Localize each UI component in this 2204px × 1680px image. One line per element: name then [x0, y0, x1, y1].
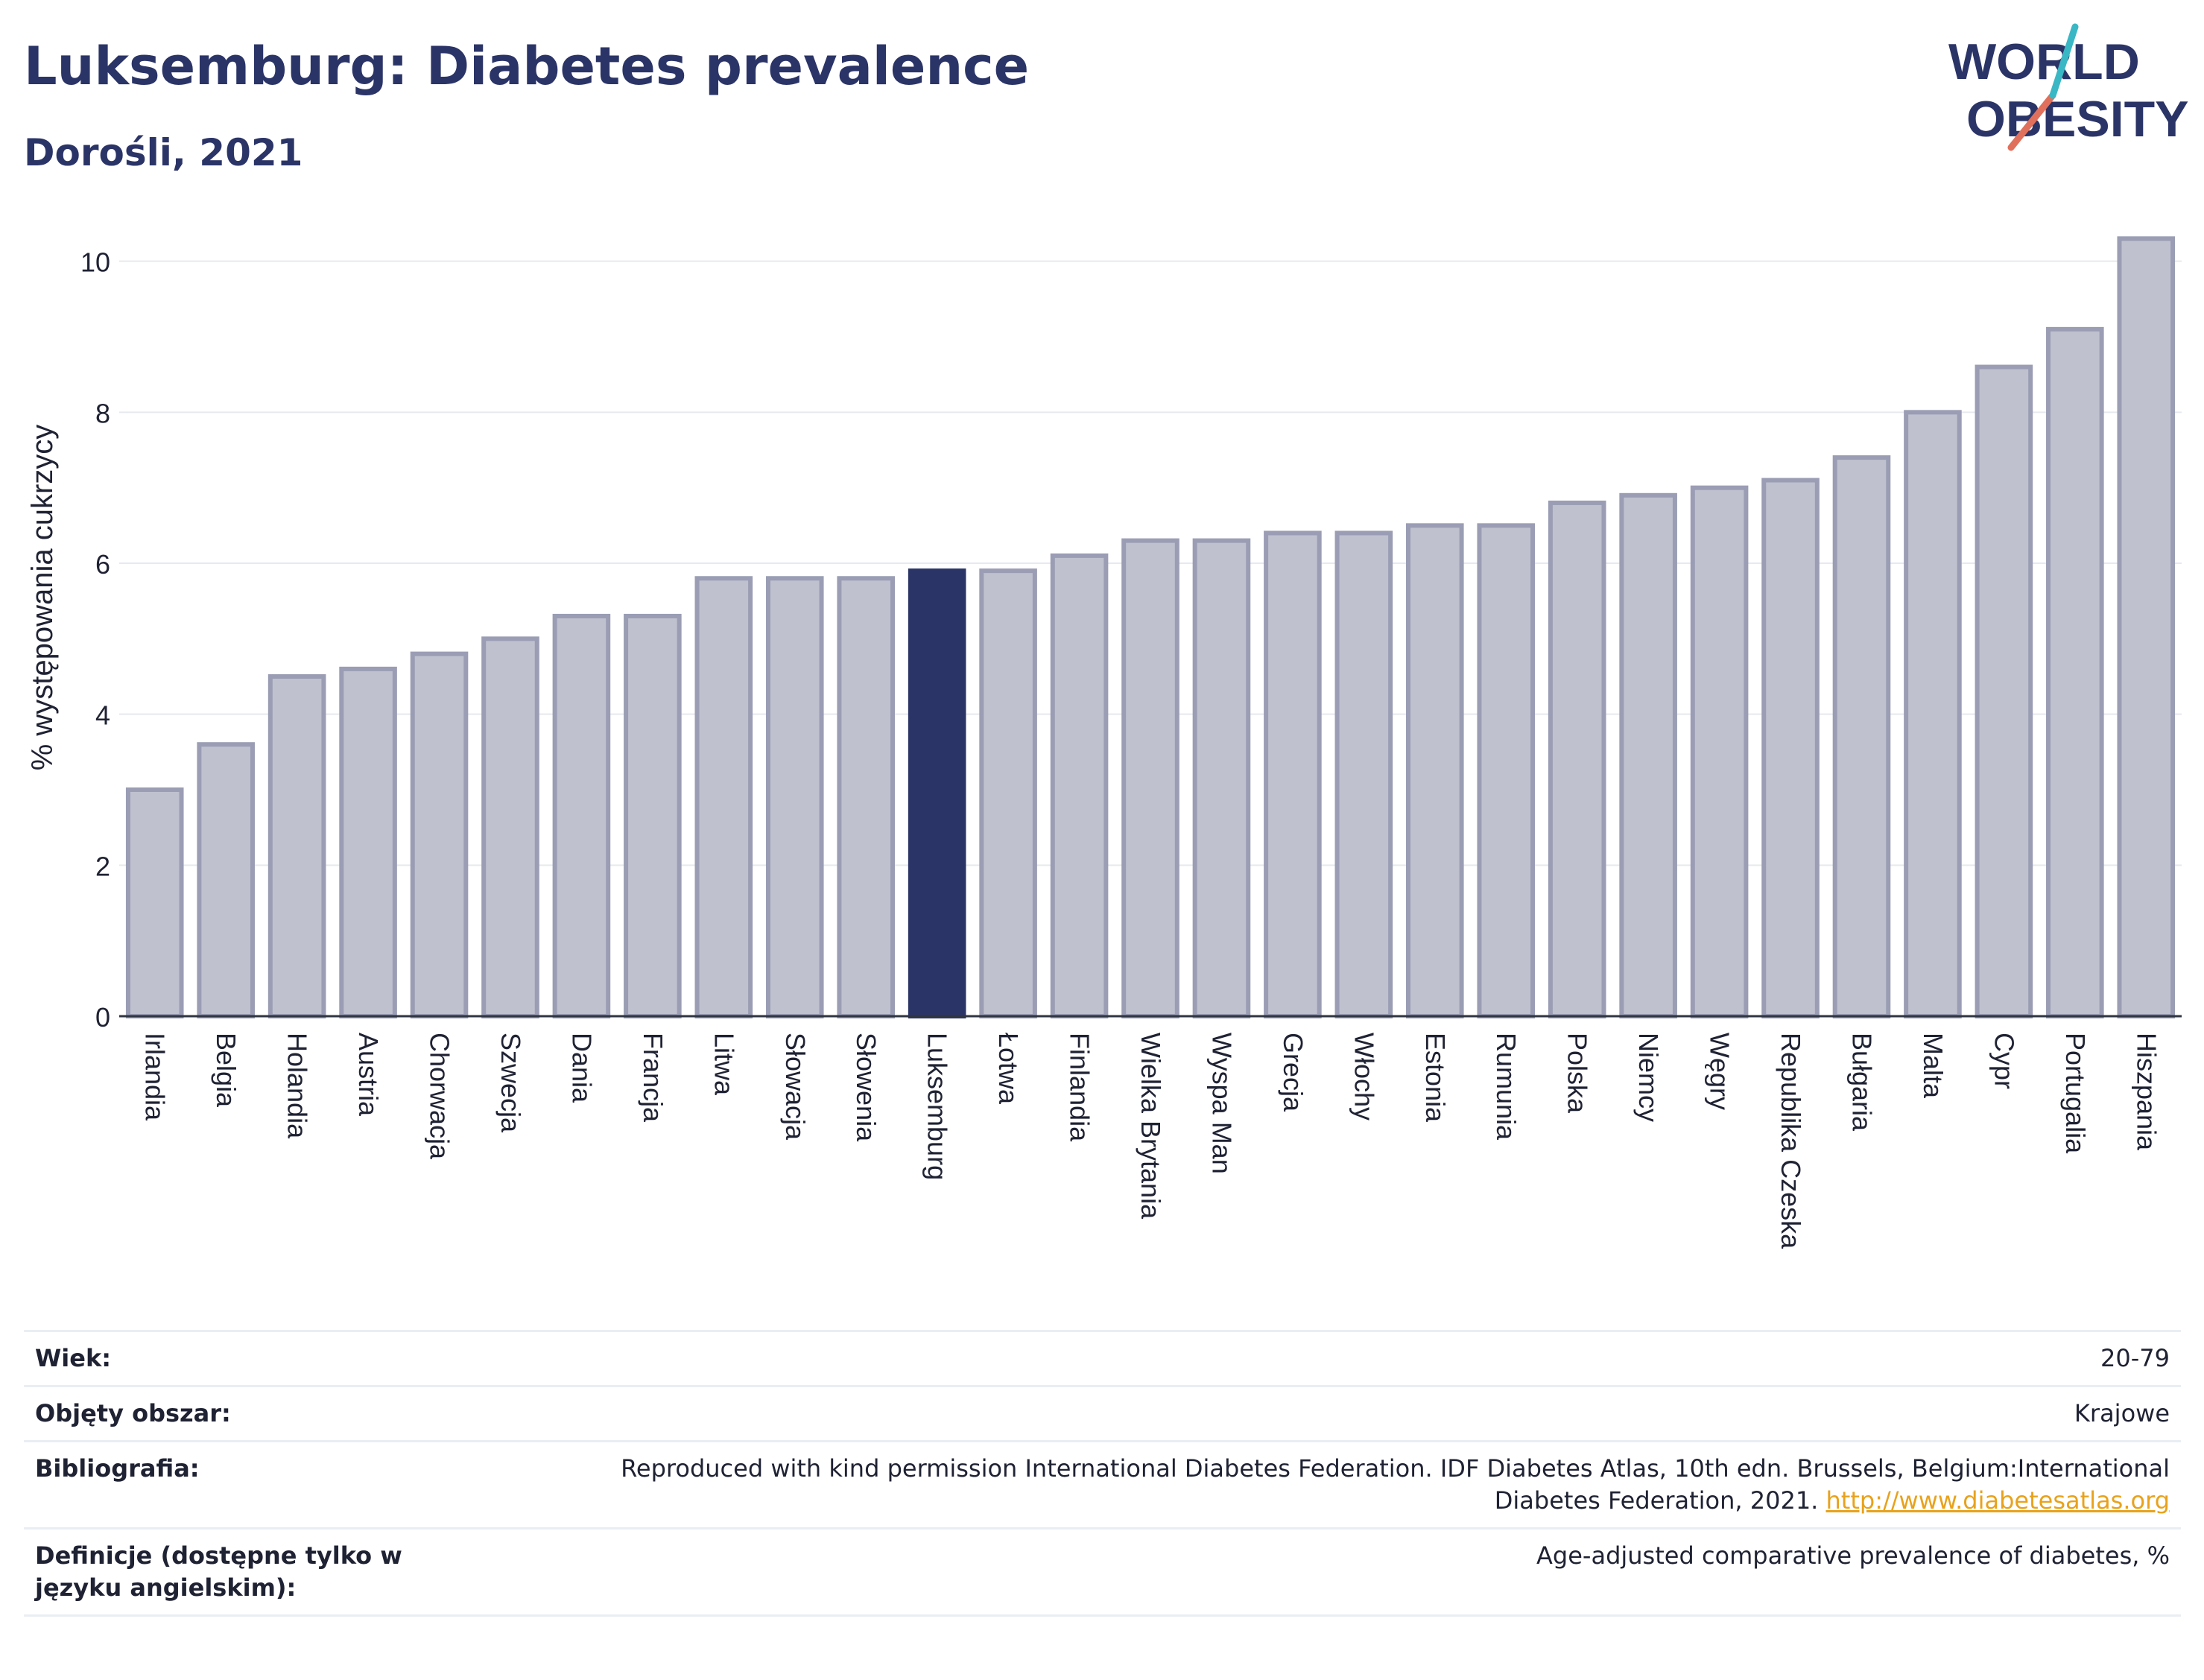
bar-wyspa-man [1192, 538, 1251, 1018]
y-tick-label: 6 [95, 549, 110, 580]
x-tick-label: Dania [566, 1033, 597, 1103]
x-tick-label: Łotwa [993, 1033, 1024, 1105]
meta-label-bibliography: Bibliografia: [35, 1454, 200, 1483]
x-tick-label: Grecja [1278, 1033, 1308, 1112]
x-tick-label: Malta [1918, 1033, 1948, 1099]
meta-value-age: 20-79 [2100, 1344, 2170, 1372]
bar-chorwacja [410, 651, 469, 1018]
x-tick-label: Portugalia [2060, 1033, 2091, 1154]
x-tick-label: Austria [353, 1033, 384, 1117]
bar-łotwa [979, 568, 1037, 1018]
x-tick-label: Irlandia [140, 1033, 171, 1121]
x-tick-label: Wielka Brytania [1136, 1033, 1166, 1220]
meta-value-bibliography: Reproduced with kind permission Internat… [568, 1453, 2170, 1517]
bibliography-text: Reproduced with kind permission Internat… [621, 1454, 2170, 1515]
bar-włochy [1334, 530, 1393, 1018]
bar-rumunia [1477, 523, 1536, 1018]
bar-hiszpania [2117, 236, 2176, 1018]
y-tick-label: 10 [80, 247, 110, 278]
logo-word-world: WORLD [1948, 34, 2140, 90]
bar-dania [552, 613, 611, 1018]
x-tick-label: Estonia [1420, 1033, 1451, 1123]
meta-row-bibliography: Bibliografia: Reproduced with kind permi… [24, 1440, 2181, 1527]
bar-węgry [1690, 485, 1749, 1018]
x-tick-label: Słowenia [851, 1033, 881, 1142]
x-tick-label: Cypr [1989, 1033, 2019, 1089]
x-tick-label: Holandia [282, 1033, 313, 1139]
x-tick-label: Włochy [1349, 1033, 1379, 1120]
bar-polska [1548, 500, 1606, 1018]
bar-portugalia [2046, 326, 2104, 1019]
logo-slash-accent [2007, 92, 2056, 151]
x-axis-labels: Irlandia Belgia Holandia Austria Chorwacja Sz… [140, 1033, 2162, 1249]
bibliography-link[interactable]: http://www.diabetesatlas.org [1825, 1486, 2170, 1515]
bar-niemcy [1619, 492, 1677, 1018]
bar-wielka-brytania [1121, 538, 1179, 1018]
bar-estonia [1406, 523, 1464, 1018]
x-tick-label: Rumunia [1491, 1033, 1521, 1141]
x-tick-label: Szwecja [495, 1033, 526, 1133]
meta-row-area: Objęty obszar: Krajowe [24, 1385, 2181, 1440]
y-tick-label: 4 [95, 700, 110, 731]
x-tick-label: Luksemburg [922, 1033, 953, 1180]
logo-slash-accent-2 [2049, 23, 2079, 99]
metadata-table: Wiek: 20-79 Objęty obszar: Krajowe Bibli… [24, 1330, 2181, 1617]
x-tick-label: Republika Czeska [1776, 1033, 1806, 1249]
bar-malta [1904, 410, 1962, 1018]
x-tick-label: Węgry [1705, 1033, 1735, 1110]
bar-litwa [694, 576, 753, 1018]
bar-cypr [1975, 364, 2033, 1018]
x-tick-label: Francja [638, 1033, 668, 1123]
bar-słowenia [837, 576, 896, 1018]
meta-value-area: Krajowe [2074, 1399, 2170, 1427]
bar-belgia [197, 742, 255, 1018]
bar-grecja [1264, 530, 1322, 1018]
world-obesity-logo: WORLD OBESITY [1948, 23, 2189, 151]
bar-francja [624, 613, 682, 1018]
y-tick-label: 8 [95, 398, 110, 428]
x-tick-label: Litwa [709, 1033, 739, 1096]
bar-chart: 0 2 4 6 8 10 Irlandia Belgia Holandia Austria Cho… [26, 236, 2182, 1249]
x-tick-label: Niemcy [1633, 1033, 1664, 1122]
page-title: Luksemburg: Diabetes prevalence [24, 36, 1030, 97]
y-tick-label: 2 [95, 851, 110, 881]
x-tick-label: Słowacja [780, 1033, 811, 1141]
meta-label-definition: Definicje (dostępne tylko w języku angie… [35, 1541, 402, 1602]
bar-republika-czeska [1761, 478, 1820, 1018]
y-axis-ticks: 0 2 4 6 8 10 [80, 247, 110, 1033]
bar-finlandia [1050, 553, 1109, 1018]
x-tick-label: Polska [1562, 1033, 1593, 1114]
meta-row-age: Wiek: 20-79 [24, 1330, 2181, 1385]
bar-holandia [267, 674, 326, 1018]
bar-bułgaria [1832, 455, 1891, 1018]
logo-word-obesity: OBESITY [1966, 91, 2189, 148]
bar-słowacja [765, 576, 824, 1018]
x-tick-label: Finlandia [1065, 1033, 1095, 1142]
y-tick-label: 0 [95, 1002, 110, 1033]
bars [125, 236, 2176, 1019]
meta-row-definition: Definicje (dostępne tylko w języku angie… [24, 1527, 2181, 1617]
x-tick-label: Wyspa Man [1206, 1033, 1237, 1174]
x-tick-label: Belgia [211, 1033, 241, 1108]
meta-value-definition: Age-adjusted comparative prevalence of d… [1536, 1541, 2170, 1570]
y-axis-label: % występowania cukrzycy [26, 425, 59, 771]
x-tick-label: Chorwacja [425, 1033, 455, 1160]
bar-austria [339, 666, 397, 1018]
x-tick-label: Bułgaria [1846, 1033, 1877, 1132]
bar-luksemburg [908, 568, 966, 1018]
x-tick-label: Hiszpania [2131, 1033, 2162, 1151]
meta-label-age: Wiek: [35, 1344, 112, 1372]
bar-irlandia [125, 787, 184, 1018]
page-subtitle: Dorośli, 2021 [24, 131, 303, 174]
bar-szwecja [481, 636, 539, 1018]
meta-label-area: Objęty obszar: [35, 1399, 231, 1427]
